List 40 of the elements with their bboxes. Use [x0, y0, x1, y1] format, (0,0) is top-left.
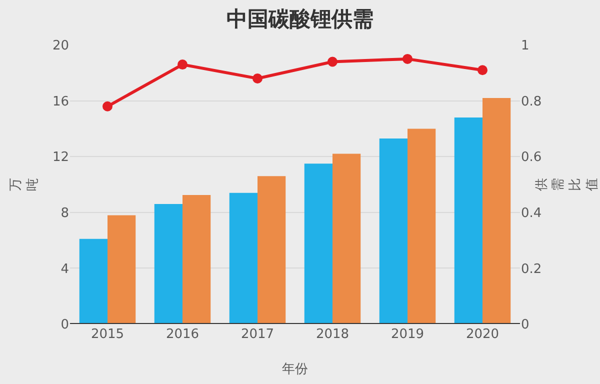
bar: [304, 164, 332, 324]
x-tick-label: 2015: [90, 327, 124, 342]
bar: [379, 138, 408, 324]
bar: [229, 192, 258, 324]
y2-tick-label: 0: [521, 318, 530, 333]
point: [478, 65, 488, 76]
point: [102, 101, 112, 112]
bar: [108, 215, 136, 324]
x-tick-label: 2018: [316, 327, 350, 342]
x-tick-label: 2020: [466, 327, 500, 342]
x-tick-label: 2019: [390, 327, 424, 342]
y-tick-label: 16: [52, 94, 69, 110]
x-tick-label: 2016: [166, 327, 200, 342]
y-tick-label: 8: [60, 206, 69, 221]
y2-tick-label: 0.6: [521, 150, 542, 166]
bar: [408, 128, 436, 324]
point: [328, 56, 338, 67]
y-axis-title: 万吨: [8, 178, 40, 191]
y-tick-label: 4: [60, 262, 69, 277]
chart-title: 中国碳酸锂供需: [226, 7, 374, 32]
point: [252, 73, 262, 84]
y-tick-label: 20: [52, 38, 69, 54]
bar: [154, 204, 182, 324]
bar: [258, 176, 286, 324]
point: [402, 54, 412, 64]
y2-tick-label: 0.2: [521, 262, 542, 277]
bar: [332, 154, 361, 324]
point: [178, 60, 188, 70]
bar: [454, 118, 482, 324]
y2-axis-title: 供需比值: [534, 178, 600, 191]
y-tick-label: 12: [52, 150, 69, 166]
y2-tick-label: 0.8: [521, 94, 542, 110]
bar: [482, 98, 511, 324]
bar: [79, 238, 108, 324]
y2-tick-label: 0.4: [521, 206, 542, 221]
x-tick-label: 2017: [240, 327, 274, 342]
x-axis-title: 年份: [282, 362, 308, 377]
y-tick-label: 0: [60, 318, 69, 333]
y2-tick-label: 1: [521, 38, 530, 54]
bar: [182, 194, 211, 324]
